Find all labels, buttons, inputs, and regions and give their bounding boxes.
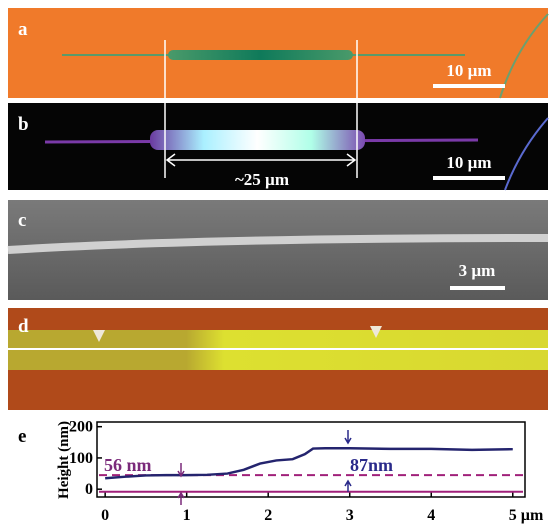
- x-tick-label: 2: [264, 507, 272, 524]
- plot-frame: [97, 422, 525, 497]
- x-tick-label: 4: [427, 507, 435, 524]
- panel-label: b: [18, 114, 29, 135]
- x-tick-label: 0: [101, 507, 109, 524]
- wire: [150, 130, 365, 150]
- scale-label: 3 µm: [459, 261, 496, 280]
- page: a 10 µm b 10 µm ~25 µm c 3 µm d e Height…: [0, 0, 555, 526]
- x-tick-label: 1: [183, 507, 191, 524]
- x-unit: µm: [521, 507, 544, 524]
- scale-label: 10 µm: [446, 61, 491, 80]
- wire: [168, 50, 353, 60]
- panel-label: c: [18, 210, 26, 231]
- y-tick-label: 200: [69, 419, 93, 436]
- arrow: [178, 463, 184, 505]
- profile-line: [105, 448, 513, 478]
- span-label: ~25 µm: [235, 170, 289, 189]
- figure: a 10 µm b 10 µm ~25 µm c 3 µm d e Height…: [0, 0, 555, 526]
- panel-label: a: [18, 19, 28, 40]
- panel-c-image: [8, 200, 548, 300]
- y-tick-label: 0: [85, 481, 93, 498]
- x-tick-label: 3: [346, 507, 354, 524]
- y-tick-label: 100: [69, 450, 93, 467]
- x-tick-label: 5: [509, 507, 517, 524]
- panel-label: d: [18, 316, 29, 337]
- annotation: 56 nm: [104, 455, 152, 475]
- scale-label: 10 µm: [446, 153, 491, 172]
- panel-label: e: [18, 426, 26, 447]
- annotation: 87nm: [350, 455, 393, 475]
